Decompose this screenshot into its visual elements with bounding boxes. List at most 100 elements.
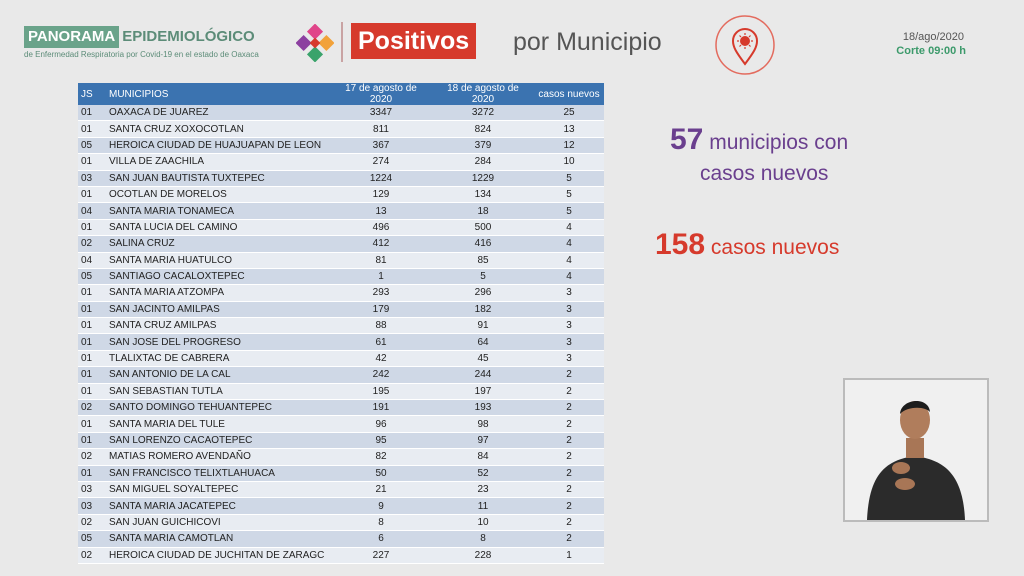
table-row: 04 SANTA MARIA TONAMECA 13 18 5 [78, 202, 604, 220]
cell-new-cases: 2 [534, 465, 604, 482]
cell-municipio: SANTA MARIA HUATULCO [106, 252, 330, 269]
cell-js: 05 [78, 530, 106, 548]
cell-new-cases: 2 [534, 399, 604, 417]
cell-js: 02 [78, 514, 106, 532]
table-row: 01 SAN SEBASTIAN TUTLA 195 197 2 [78, 383, 604, 401]
cell-aug18: 10 [432, 514, 534, 532]
municipios-text1: municipios con [709, 131, 849, 154]
cell-js: 05 [78, 268, 106, 286]
title-highlight: Positivos [351, 23, 477, 59]
cell-js: 01 [78, 383, 106, 401]
cell-aug17: 96 [330, 415, 432, 433]
cell-new-cases: 4 [534, 235, 604, 253]
cell-aug18: 134 [432, 186, 534, 204]
table-row: 01 OCOTLAN DE MORELOS 129 134 5 [78, 186, 604, 204]
cell-municipio: MATIAS ROMERO AVENDAÑO [106, 448, 330, 466]
cell-municipio: HEROICA CIUDAD DE HUAJUAPAN DE LEON [106, 137, 330, 155]
cell-js: 01 [78, 366, 106, 384]
cell-js: 01 [78, 120, 106, 138]
cell-new-cases: 5 [534, 202, 604, 220]
cell-js: 02 [78, 448, 106, 466]
cell-new-cases: 3 [534, 301, 604, 319]
cell-municipio: TLALIXTAC DE CABRERA [106, 350, 330, 368]
cell-municipio: SANTA MARIA JACATEPEC [106, 497, 330, 515]
interpreter-figure [845, 380, 987, 520]
cell-aug17: 13 [330, 202, 432, 220]
cell-aug18: 197 [432, 383, 534, 401]
table-row: 01 SAN JOSE DEL PROGRESO 61 64 3 [78, 333, 604, 351]
cell-js: 01 [78, 432, 106, 450]
cell-municipio: SAN MIGUEL SOYALTEPEC [106, 481, 330, 499]
cell-new-cases: 2 [534, 448, 604, 466]
cell-aug17: 21 [330, 481, 432, 499]
cell-aug18: 23 [432, 481, 534, 499]
cell-aug17: 412 [330, 235, 432, 253]
cell-js: 01 [78, 153, 106, 171]
table-row: 01 SANTA MARIA ATZOMPA 293 296 3 [78, 284, 604, 302]
sign-language-interpreter-video [843, 378, 989, 522]
cell-municipio: SALINA CRUZ [106, 235, 330, 253]
table-row: 01 SANTA CRUZ AMILPAS 88 91 3 [78, 317, 604, 335]
cell-aug17: 227 [330, 547, 432, 564]
cell-municipio: SANTA MARIA CAMOTLAN [106, 530, 330, 548]
cell-new-cases: 4 [534, 252, 604, 269]
municipios-count: 57 [670, 123, 704, 156]
table-header-row: JS MUNICIPIOS 17 de agosto de 2020 18 de… [78, 83, 604, 105]
cell-new-cases: 5 [534, 170, 604, 187]
cell-new-cases: 5 [534, 186, 604, 204]
cell-js: 01 [78, 219, 106, 237]
cell-aug18: 64 [432, 333, 534, 351]
cell-municipio: OAXACA DE JUAREZ [106, 105, 330, 122]
cell-new-cases: 25 [534, 105, 604, 122]
table-row: 03 SAN MIGUEL SOYALTEPEC 21 23 2 [78, 481, 604, 499]
cell-aug18: 3272 [432, 105, 534, 122]
logo-subtitle: de Enfermedad Respiratoria por Covid-19 … [24, 50, 259, 59]
table-row: 02 SAN JUAN GUICHICOVI 8 10 2 [78, 514, 604, 532]
cell-aug18: 52 [432, 465, 534, 482]
cell-municipio: SANTA MARIA TONAMECA [106, 202, 330, 220]
cell-aug17: 95 [330, 432, 432, 450]
cell-js: 05 [78, 137, 106, 155]
cell-aug17: 61 [330, 333, 432, 351]
cell-aug17: 82 [330, 448, 432, 466]
col-header-js: JS [78, 83, 106, 105]
cell-new-cases: 2 [534, 432, 604, 450]
cell-new-cases: 3 [534, 333, 604, 351]
cell-new-cases: 2 [534, 415, 604, 433]
panorama-logo: PANORAMA EPIDEMIOLÓGICO [24, 26, 255, 48]
cell-aug17: 367 [330, 137, 432, 155]
cell-aug18: 8 [432, 530, 534, 548]
table-row: 01 SAN ANTONIO DE LA CAL 242 244 2 [78, 366, 604, 384]
cell-js: 03 [78, 497, 106, 515]
municipios-text2: casos nuevos [700, 162, 829, 185]
report-date: 18/ago/2020 [902, 31, 964, 43]
table-row: 03 SAN JUAN BAUTISTA TUXTEPEC 1224 1229 5 [78, 170, 604, 187]
cell-aug17: 1224 [330, 170, 432, 187]
cell-js: 01 [78, 284, 106, 302]
cell-municipio: SANTA MARIA ATZOMPA [106, 284, 330, 302]
cell-js: 01 [78, 465, 106, 482]
cell-aug18: 11 [432, 497, 534, 515]
table-row: 02 SALINA CRUZ 412 416 4 [78, 235, 604, 253]
cell-municipio: SAN JACINTO AMILPAS [106, 301, 330, 319]
cell-municipio: SANTA LUCIA DEL CAMINO [106, 219, 330, 237]
cell-aug18: 500 [432, 219, 534, 237]
title-rest: por Municipio [513, 28, 662, 56]
logo-word-epidemiologico: EPIDEMIOLÓGICO [122, 28, 255, 45]
header: PANORAMA EPIDEMIOLÓGICO de Enfermedad Res… [0, 0, 1024, 80]
cell-js: 02 [78, 399, 106, 417]
table-row: 03 SANTA MARIA JACATEPEC 9 11 2 [78, 497, 604, 515]
cell-js: 01 [78, 186, 106, 204]
cell-municipio: VILLA DE ZAACHILA [106, 153, 330, 171]
cell-municipio: SAN JUAN GUICHICOVI [106, 514, 330, 532]
cell-new-cases: 2 [534, 497, 604, 515]
cell-aug18: 824 [432, 120, 534, 138]
table-row: 02 SANTO DOMINGO TEHUANTEPEC 191 193 2 [78, 399, 604, 417]
cell-aug17: 274 [330, 153, 432, 171]
cell-aug18: 193 [432, 399, 534, 417]
col-header-aug17: 17 de agosto de 2020 [330, 83, 432, 105]
municipios-stat: 57 municipios con casos nuevos [670, 124, 848, 189]
cell-aug17: 293 [330, 284, 432, 302]
cell-municipio: SAN ANTONIO DE LA CAL [106, 366, 330, 384]
table-row: 01 SAN FRANCISCO TELIXTLAHUACA 50 52 2 [78, 465, 604, 482]
